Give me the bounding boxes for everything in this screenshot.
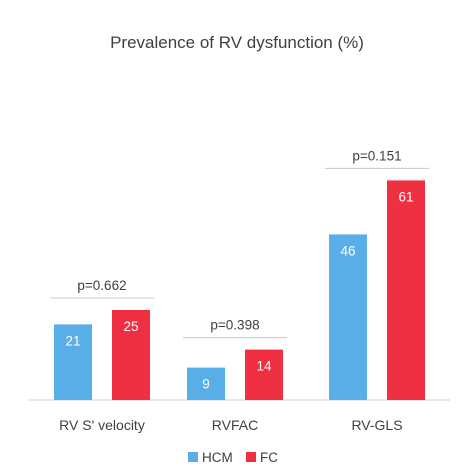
category-label-rv-gls: RV-GLS [351, 417, 402, 433]
bar-fc-rv-s-velocity [112, 310, 150, 400]
category-label-rvfac: RVFAC [212, 417, 258, 433]
bar-hcm-rvfac [187, 367, 225, 400]
p-value-rv-gls: p=0.151 [352, 148, 401, 163]
value-label-fc-rv-gls: 61 [398, 189, 413, 204]
bar-hcm-rv-s-velocity [54, 324, 92, 400]
value-label-hcm-rvfac: 9 [202, 377, 210, 392]
legend-label-fc: FC [260, 450, 278, 465]
labels-group: 21 25 RV S' velocity p=0.662 9 14 RVFAC p=0.398… [50, 148, 429, 433]
legend-label-hcm: HCM [202, 450, 233, 465]
value-label-fc-rvfac: 14 [256, 359, 272, 374]
bars-group [54, 180, 425, 400]
value-label-fc-rv-s-velocity: 25 [123, 319, 138, 334]
p-value-rv-s-velocity: p=0.662 [77, 278, 126, 293]
bar-fc-rvfac [245, 349, 283, 400]
category-label-rv-s-velocity: RV S' velocity [59, 417, 145, 433]
bar-hcm-rv-gls [329, 234, 367, 400]
legend-swatch-hcm [188, 452, 198, 462]
value-label-hcm-rv-gls: 46 [340, 243, 355, 258]
legend-swatch-fc [246, 452, 256, 462]
chart-title: Prevalence of RV dysfunction (%) [110, 33, 364, 52]
bar-fc-rv-gls [387, 180, 425, 400]
legend: HCM FC [188, 450, 278, 465]
value-label-hcm-rv-s-velocity: 21 [65, 333, 80, 348]
p-value-rvfac: p=0.398 [210, 318, 259, 333]
